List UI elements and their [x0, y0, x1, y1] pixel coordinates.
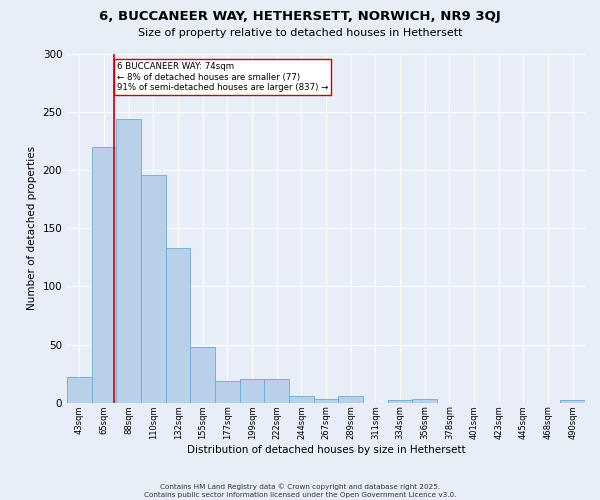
Bar [116, 119, 141, 403]
Bar [412, 399, 437, 402]
Bar [265, 380, 289, 402]
Bar [338, 396, 363, 402]
Bar [388, 400, 412, 402]
Bar [190, 347, 215, 403]
Bar [289, 396, 314, 402]
Bar [314, 399, 338, 402]
Text: Contains HM Land Registry data © Crown copyright and database right 2025.
Contai: Contains HM Land Registry data © Crown c… [144, 484, 456, 498]
Bar [141, 175, 166, 402]
Text: Size of property relative to detached houses in Hethersett: Size of property relative to detached ho… [138, 28, 462, 38]
Bar [560, 400, 585, 402]
Text: 6, BUCCANEER WAY, HETHERSETT, NORWICH, NR9 3QJ: 6, BUCCANEER WAY, HETHERSETT, NORWICH, N… [99, 10, 501, 23]
Bar [215, 380, 240, 402]
X-axis label: Distribution of detached houses by size in Hethersett: Distribution of detached houses by size … [187, 445, 466, 455]
Bar [240, 380, 265, 402]
Bar [92, 147, 116, 403]
Bar [166, 248, 190, 402]
Bar [67, 377, 92, 402]
Y-axis label: Number of detached properties: Number of detached properties [27, 146, 37, 310]
Text: 6 BUCCANEER WAY: 74sqm
← 8% of detached houses are smaller (77)
91% of semi-deta: 6 BUCCANEER WAY: 74sqm ← 8% of detached … [117, 62, 328, 92]
